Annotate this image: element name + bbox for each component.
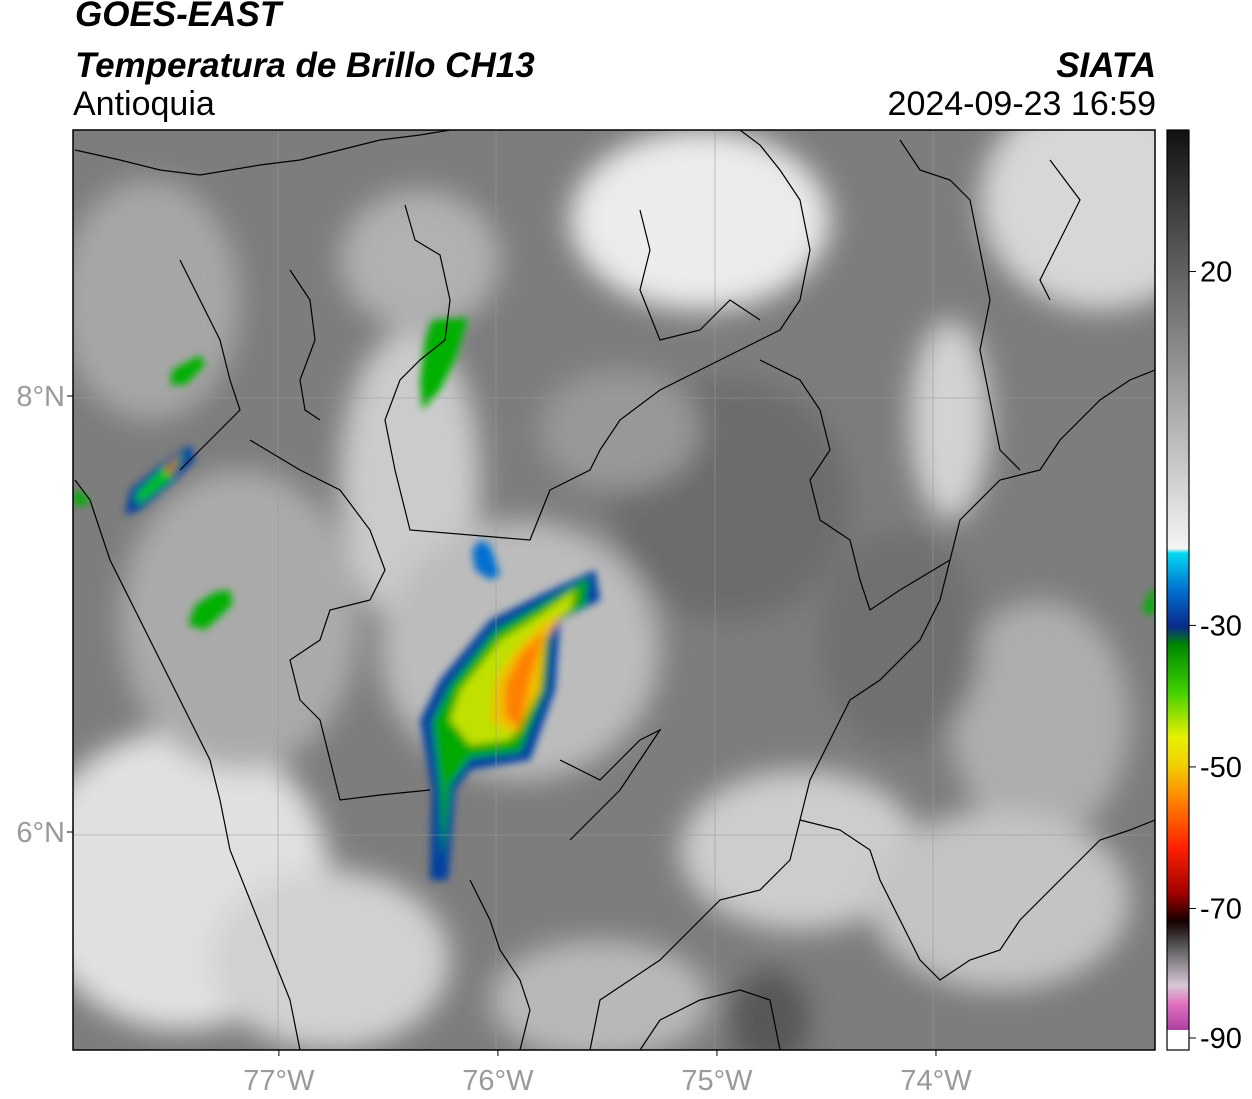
colorbar-gradient <box>1167 130 1189 1050</box>
colorbar-tick-label: 20 <box>1200 257 1232 289</box>
colorbar-tick-label: -70 <box>1200 893 1242 925</box>
storm-cells <box>73 318 1155 880</box>
lat-tick-label: 6°N <box>16 817 65 849</box>
satellite-image <box>73 130 1155 1050</box>
administrative-borders <box>74 130 1155 1050</box>
colorbar-tick-label: -50 <box>1200 752 1242 784</box>
colorbar-frame <box>1166 129 1190 1051</box>
colorbar-tick-label: -30 <box>1200 610 1242 642</box>
datetime-label: 2024-09-23 16:59 <box>887 85 1156 123</box>
lon-tick-label: 74°W <box>900 1065 972 1097</box>
lat-tick-label: 8°N <box>16 381 65 413</box>
colorbar-tick-labels: 20 -30 -50 -70 -90 <box>1189 257 1242 1055</box>
lon-tick-label: 76°W <box>462 1065 534 1097</box>
lon-tick-label: 77°W <box>243 1065 315 1097</box>
lon-tick-labels: 77°W 76°W 75°W 74°W <box>243 1050 972 1097</box>
gridlines <box>73 130 1155 1050</box>
lon-tick-label: 75°W <box>681 1065 753 1097</box>
organization-label: SIATA <box>1056 46 1156 85</box>
map-frame <box>72 129 1156 1051</box>
region-label: Antioquia <box>73 85 215 123</box>
colorbar-min-swatch <box>1167 1030 1189 1050</box>
colorbar-tick-label: -90 <box>1200 1023 1242 1055</box>
satellite-title: GOES-EAST <box>75 0 282 34</box>
colorbar: 20 -30 -50 -70 -90 <box>1166 129 1242 1055</box>
product-title: Temperatura de Brillo CH13 <box>75 46 535 85</box>
lat-tick-labels: 8°N 6°N <box>16 381 73 849</box>
